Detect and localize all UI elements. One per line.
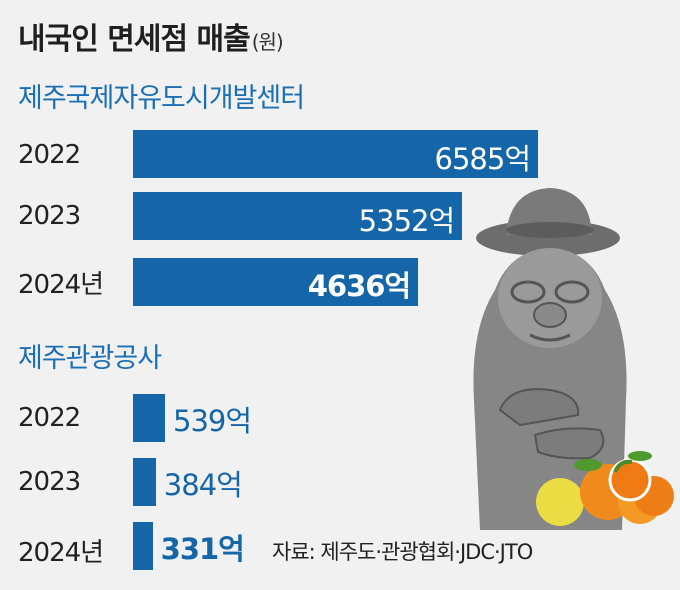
year-label-jdc-2023: 2023 [18,201,81,231]
source-note: 자료: 제주도·관광협회·JDC·JTO [272,540,533,564]
bar-label-jto-2023: 384억 [163,468,243,502]
bar-label-jdc-2024: 4636억 [307,269,411,303]
section-title-jdc: 제주국제자유도시개발센터 [18,83,305,114]
chart-title: 내국인 면세점 매출 (원) [18,14,284,58]
bar-jto-2023 [133,458,156,506]
year-label-jto-2023: 2023 [18,467,81,497]
unit-label: (원) [251,30,284,54]
bar-label-jdc-2022: 6585억 [434,142,531,176]
bar-jdc-2024 [133,258,419,306]
bar-jdc-2022 [133,130,538,178]
year-label-jto-2022: 2022 [18,403,81,433]
year-label-jto-2024: 2024년 [18,538,104,568]
section-title-jto: 제주관광공사 [18,343,162,374]
bar-label-jto-2024: 331억 [160,532,245,566]
year-label-jdc-2024: 2024년 [18,270,104,300]
bar-jdc-2023 [133,192,463,240]
bar-jto-2022 [133,394,165,442]
bar-label-jto-2022: 539억 [173,404,252,438]
year-label-jdc-2022: 2022 [18,140,81,170]
dol-hareubang-icon [473,188,674,530]
bar-jto-2024 [133,522,153,570]
bar-label-jdc-2023: 5352억 [358,204,455,238]
chart-title-text: 내국인 면세점 매출 [18,22,251,57]
